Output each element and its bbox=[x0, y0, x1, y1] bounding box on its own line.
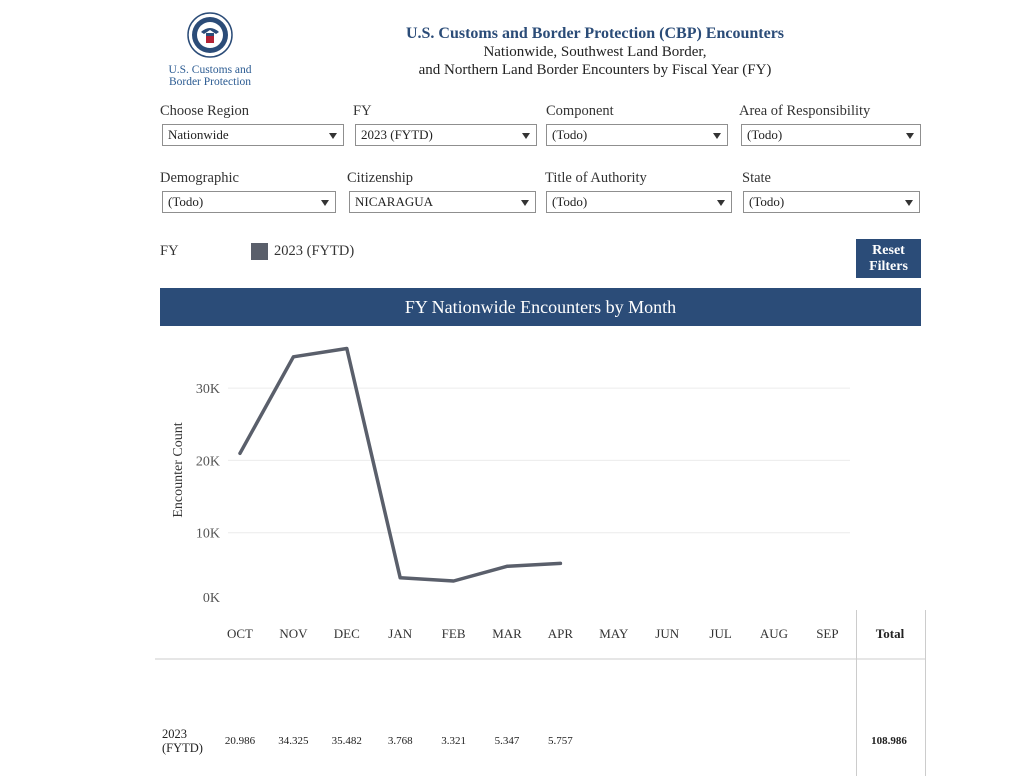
filter-authority-label: Title of Authority bbox=[545, 170, 647, 186]
chevron-down-icon bbox=[905, 200, 913, 206]
region-select[interactable]: Nationwide bbox=[162, 124, 344, 146]
chevron-down-icon bbox=[906, 133, 914, 139]
authority-select[interactable]: (Todo) bbox=[546, 191, 732, 213]
filter-authority: Title of Authority (Todo) bbox=[545, 169, 732, 213]
data-point-dec[interactable] bbox=[345, 346, 349, 350]
x-tick-label-sep: SEP bbox=[816, 626, 838, 641]
agency-name-line1: U.S. Customs and bbox=[168, 64, 252, 76]
aor-select-value: (Todo) bbox=[747, 127, 783, 142]
filter-component-label: Component bbox=[546, 103, 614, 119]
chevron-down-icon bbox=[521, 200, 529, 206]
table-cell-oct: 20.986 bbox=[225, 735, 256, 747]
x-tick-label-mar: MAR bbox=[492, 626, 522, 641]
y-tick-label: 30K bbox=[196, 382, 220, 397]
total-value: 108.986 bbox=[871, 735, 907, 747]
citizenship-select[interactable]: NICARAGUA bbox=[349, 191, 536, 213]
reset-button-line1: Reset bbox=[872, 243, 905, 258]
filter-demographic: Demographic (Todo) bbox=[160, 169, 340, 213]
citizenship-select-value: NICARAGUA bbox=[355, 194, 433, 209]
chevron-down-icon bbox=[329, 133, 337, 139]
x-tick-label-feb: FEB bbox=[442, 626, 466, 641]
chevron-down-icon bbox=[321, 200, 329, 206]
region-select-value: Nationwide bbox=[168, 127, 229, 142]
page-subtitle-1: Nationwide, Southwest Land Border, bbox=[483, 44, 707, 60]
y-tick-label: 20K bbox=[196, 454, 220, 469]
x-tick-label-may: MAY bbox=[599, 626, 629, 641]
table-cell-dec: 35.482 bbox=[332, 735, 362, 747]
table-cell-jan: 3.768 bbox=[388, 735, 413, 747]
data-point-mar[interactable] bbox=[505, 564, 509, 568]
data-point-feb[interactable] bbox=[452, 579, 456, 583]
filter-fy: FY 2023 (FYTD) bbox=[353, 102, 537, 146]
x-tick-label-aug: AUG bbox=[760, 626, 788, 641]
table-cell-mar: 5.347 bbox=[495, 735, 520, 747]
x-tick-label-dec: DEC bbox=[334, 626, 360, 641]
fy-select-value: 2023 (FYTD) bbox=[361, 127, 433, 142]
filter-state: State (Todo) bbox=[742, 169, 922, 213]
reset-filters-button[interactable]: Reset Filters bbox=[856, 239, 921, 278]
filter-region-label: Choose Region bbox=[160, 103, 250, 119]
chevron-down-icon bbox=[522, 133, 530, 139]
legend-item[interactable]: 2023 (FYTD) bbox=[251, 243, 354, 260]
chevron-down-icon bbox=[717, 200, 725, 206]
x-tick-label-jan: JAN bbox=[388, 626, 412, 641]
legend-swatch bbox=[251, 243, 268, 260]
state-select[interactable]: (Todo) bbox=[743, 191, 920, 213]
cbp-logo: U.S. Customs and Border Protection bbox=[160, 12, 260, 88]
component-select[interactable]: (Todo) bbox=[546, 124, 728, 146]
total-header: Total bbox=[876, 626, 905, 641]
filter-aor: Area of Responsibility (Todo) bbox=[739, 102, 921, 146]
x-tick-label-jun: JUN bbox=[655, 626, 679, 641]
aor-select[interactable]: (Todo) bbox=[741, 124, 921, 146]
demographic-select-value: (Todo) bbox=[168, 194, 204, 209]
cbp-seal-icon bbox=[187, 12, 233, 58]
series-line-2023 bbox=[238, 346, 563, 583]
chart-banner-title: FY Nationwide Encounters by Month bbox=[160, 288, 921, 326]
state-select-value: (Todo) bbox=[749, 194, 785, 209]
data-point-oct[interactable] bbox=[238, 451, 242, 455]
agency-name-line2: Border Protection bbox=[168, 76, 252, 88]
table-row-year-line1: 2023 bbox=[162, 727, 187, 741]
demographic-select[interactable]: (Todo) bbox=[162, 191, 336, 213]
y-tick-label: 0K bbox=[203, 591, 220, 606]
table-cell-feb: 3.321 bbox=[441, 735, 466, 747]
data-point-nov[interactable] bbox=[291, 355, 295, 359]
filter-fy-label: FY bbox=[353, 103, 372, 119]
filter-component: Component (Todo) bbox=[546, 102, 728, 146]
legend-item-label: 2023 (FYTD) bbox=[274, 243, 355, 259]
x-tick-label-oct: OCT bbox=[227, 626, 253, 641]
filter-demographic-label: Demographic bbox=[160, 170, 239, 186]
table-cell-nov: 34.325 bbox=[278, 735, 309, 747]
page-title: U.S. Customs and Border Protection (CBP)… bbox=[405, 25, 785, 42]
legend-title: FY bbox=[160, 243, 179, 259]
x-tick-label-nov: NOV bbox=[279, 626, 308, 641]
data-point-apr[interactable] bbox=[558, 561, 562, 565]
filter-citizenship: Citizenship NICARAGUA bbox=[347, 169, 536, 213]
x-tick-label-jul: JUL bbox=[709, 626, 731, 641]
filter-state-label: State bbox=[742, 170, 771, 186]
y-tick-label: 10K bbox=[196, 527, 220, 542]
component-select-value: (Todo) bbox=[552, 127, 588, 142]
authority-select-value: (Todo) bbox=[552, 194, 588, 209]
table-cell-apr: 5.757 bbox=[548, 735, 573, 747]
page-header: U.S. Customs and Border Protection (CBP)… bbox=[350, 24, 840, 79]
filter-region: Choose Region Nationwide bbox=[160, 102, 344, 146]
filter-citizenship-label: Citizenship bbox=[347, 170, 414, 186]
x-tick-label-apr: APR bbox=[548, 626, 574, 641]
reset-button-line2: Filters bbox=[869, 259, 908, 274]
page-subtitle-2: and Northern Land Border Encounters by F… bbox=[418, 62, 772, 78]
chevron-down-icon bbox=[713, 133, 721, 139]
filter-aor-label: Area of Responsibility bbox=[739, 103, 871, 119]
data-point-jan[interactable] bbox=[398, 576, 402, 580]
y-axis-label: Encounter Count bbox=[171, 422, 186, 517]
table-row-year: 2023 (FYTD) bbox=[162, 727, 203, 755]
table-row-year-line2: (FYTD) bbox=[162, 741, 203, 755]
fy-select[interactable]: 2023 (FYTD) bbox=[355, 124, 537, 146]
